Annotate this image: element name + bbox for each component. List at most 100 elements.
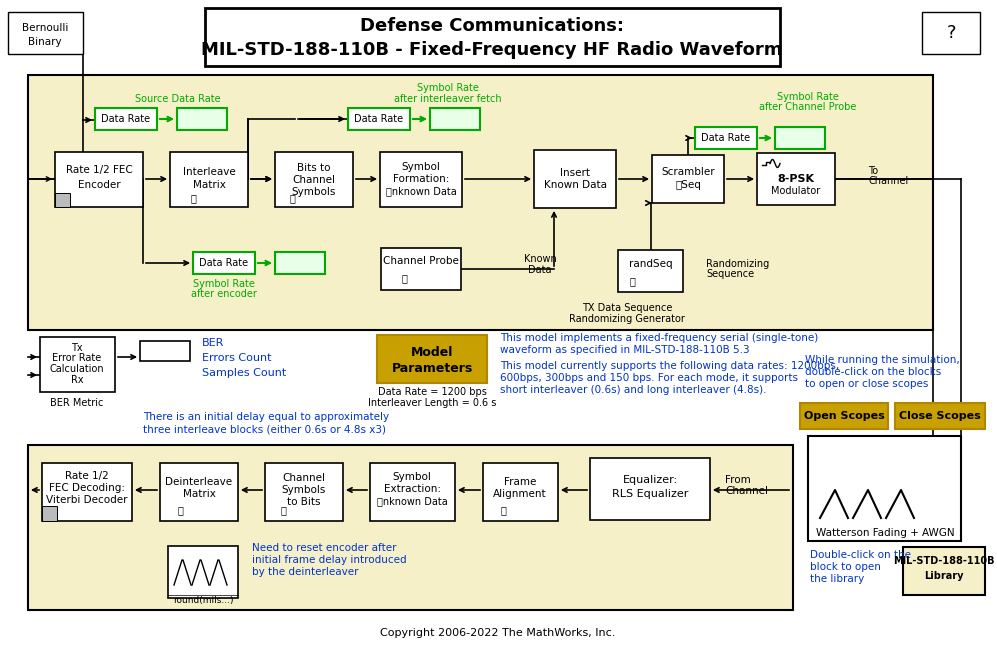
Text: Data Rate: Data Rate: [199, 258, 248, 268]
FancyBboxPatch shape: [28, 445, 793, 610]
Text: Copyright 2006-2022 The MathWorks, Inc.: Copyright 2006-2022 The MathWorks, Inc.: [380, 628, 616, 638]
FancyBboxPatch shape: [140, 341, 190, 361]
Text: 600bps, 300bps and 150 bps. For each mode, it supports: 600bps, 300bps and 150 bps. For each mod…: [500, 373, 798, 383]
Text: Symbol: Symbol: [402, 162, 441, 172]
FancyBboxPatch shape: [800, 403, 888, 429]
Text: waveform as specified in MIL-STD-188-110B 5.3: waveform as specified in MIL-STD-188-110…: [500, 345, 750, 355]
FancyBboxPatch shape: [370, 463, 455, 521]
FancyBboxPatch shape: [652, 155, 724, 203]
FancyBboxPatch shape: [903, 547, 985, 595]
Text: Data Rate: Data Rate: [102, 114, 151, 124]
Text: after interleaver fetch: after interleaver fetch: [394, 94, 501, 104]
Text: Randomizing: Randomizing: [706, 259, 770, 269]
Text: RLS Equalizer: RLS Equalizer: [612, 489, 688, 499]
Text: Known: Known: [523, 254, 556, 264]
FancyBboxPatch shape: [275, 252, 325, 274]
FancyBboxPatch shape: [895, 403, 985, 429]
Text: While running the simulation,: While running the simulation,: [805, 355, 960, 365]
Text: Matrix: Matrix: [182, 489, 215, 499]
Text: Channel: Channel: [282, 473, 325, 483]
Text: Rate 1/2 FEC: Rate 1/2 FEC: [66, 165, 133, 175]
Text: ⛓: ⛓: [280, 505, 286, 515]
FancyBboxPatch shape: [380, 152, 462, 207]
Text: by the deinterleaver: by the deinterleaver: [252, 567, 359, 577]
Text: 8-PSK: 8-PSK: [778, 174, 815, 184]
Text: Data: Data: [528, 265, 551, 275]
FancyBboxPatch shape: [55, 152, 143, 207]
Text: after encoder: after encoder: [191, 289, 257, 299]
Text: Close Scopes: Close Scopes: [899, 411, 981, 421]
Text: BER: BER: [202, 338, 224, 348]
Text: Symbol Rate: Symbol Rate: [777, 92, 838, 102]
FancyBboxPatch shape: [265, 463, 343, 521]
Text: ⛓: ⛓: [190, 193, 196, 203]
Text: Parameters: Parameters: [392, 362, 473, 375]
FancyBboxPatch shape: [618, 250, 683, 292]
Text: There is an initial delay equal to approximately: There is an initial delay equal to appro…: [143, 412, 389, 422]
Text: Interleave: Interleave: [182, 167, 235, 177]
Text: Known Data: Known Data: [543, 180, 606, 190]
Text: after Channel Probe: after Channel Probe: [760, 102, 856, 112]
Text: Alignment: Alignment: [494, 489, 546, 499]
FancyBboxPatch shape: [695, 127, 757, 149]
Text: block to open: block to open: [810, 562, 881, 572]
Text: Calculation: Calculation: [50, 364, 105, 374]
Text: Watterson Fading + AWGN: Watterson Fading + AWGN: [816, 528, 954, 538]
FancyBboxPatch shape: [42, 506, 57, 521]
Text: ⛓: ⛓: [177, 505, 182, 515]
Text: Data Rate = 1200 bps: Data Rate = 1200 bps: [378, 387, 487, 397]
Text: FEC Decoding:: FEC Decoding:: [49, 483, 125, 493]
FancyBboxPatch shape: [377, 335, 487, 383]
Text: Symbol Rate: Symbol Rate: [193, 279, 255, 289]
Text: initial frame delay introduced: initial frame delay introduced: [252, 555, 407, 565]
Text: Library: Library: [924, 571, 964, 581]
Text: Equalizer:: Equalizer:: [622, 475, 678, 485]
Text: Open Scopes: Open Scopes: [804, 411, 884, 421]
Text: Binary: Binary: [28, 37, 62, 47]
FancyBboxPatch shape: [757, 153, 835, 205]
FancyBboxPatch shape: [381, 248, 461, 290]
FancyBboxPatch shape: [534, 150, 616, 208]
FancyBboxPatch shape: [95, 108, 157, 130]
FancyBboxPatch shape: [28, 75, 933, 330]
Text: This model implements a fixed-frequency serial (single-tone): This model implements a fixed-frequency …: [500, 333, 819, 343]
Text: Rx: Rx: [71, 375, 84, 385]
FancyBboxPatch shape: [275, 152, 353, 207]
Text: Interleaver Length = 0.6 s: Interleaver Length = 0.6 s: [368, 398, 497, 408]
Text: ⛓: ⛓: [289, 193, 295, 203]
Text: Data Rate: Data Rate: [355, 114, 404, 124]
Text: ?: ?: [946, 24, 956, 42]
FancyBboxPatch shape: [922, 12, 980, 54]
FancyBboxPatch shape: [205, 8, 780, 66]
FancyBboxPatch shape: [160, 463, 238, 521]
Text: Channel: Channel: [725, 486, 768, 496]
Text: Channel: Channel: [868, 176, 908, 186]
FancyBboxPatch shape: [177, 108, 227, 130]
FancyBboxPatch shape: [55, 193, 70, 207]
Text: Symbol Rate: Symbol Rate: [417, 83, 479, 93]
Text: Model: Model: [411, 346, 454, 359]
Text: Rate 1/2: Rate 1/2: [65, 471, 109, 481]
Text: Symbols: Symbols: [282, 485, 326, 495]
Text: Channel: Channel: [292, 175, 336, 185]
FancyBboxPatch shape: [193, 252, 255, 274]
Text: Modulator: Modulator: [772, 186, 821, 196]
Text: MIL-STD-188-110B: MIL-STD-188-110B: [893, 556, 995, 566]
Text: short interleaver (0.6s) and long interleaver (4.8s).: short interleaver (0.6s) and long interl…: [500, 385, 767, 395]
Text: MIL-STD-188-110B - Fixed-Frequency HF Radio Waveform: MIL-STD-188-110B - Fixed-Frequency HF Ra…: [201, 41, 783, 59]
FancyBboxPatch shape: [483, 463, 558, 521]
Text: Viterbi Decoder: Viterbi Decoder: [46, 495, 128, 505]
FancyBboxPatch shape: [590, 458, 710, 520]
Text: ⛓: ⛓: [500, 505, 505, 515]
FancyBboxPatch shape: [168, 546, 238, 598]
Text: ⛓Seq: ⛓Seq: [675, 180, 701, 190]
Text: Matrix: Matrix: [192, 180, 225, 190]
Text: Deinterleave: Deinterleave: [166, 477, 232, 487]
Text: three interleave blocks (either 0.6s or 4.8s x3): three interleave blocks (either 0.6s or …: [143, 424, 386, 434]
Text: Bernoulli: Bernoulli: [22, 23, 68, 33]
FancyBboxPatch shape: [775, 127, 825, 149]
Text: Source Data Rate: Source Data Rate: [136, 94, 220, 104]
Text: to open or close scopes: to open or close scopes: [805, 379, 928, 389]
Text: Symbol: Symbol: [393, 472, 432, 482]
Text: round(mils...): round(mils...): [172, 596, 233, 605]
